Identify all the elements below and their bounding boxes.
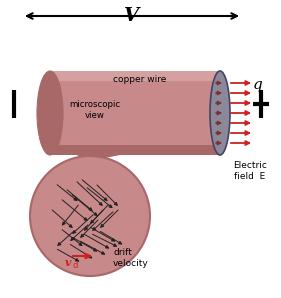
Polygon shape [50, 71, 220, 155]
Text: q: q [253, 78, 263, 92]
Text: microscopic
view: microscopic view [69, 100, 121, 120]
Text: drift
velocity: drift velocity [113, 248, 149, 268]
Text: V: V [124, 7, 140, 25]
Text: Electric
field  E: Electric field E [233, 161, 267, 181]
Text: d: d [72, 260, 78, 269]
Text: copper wire: copper wire [113, 75, 167, 85]
Polygon shape [50, 145, 220, 155]
Ellipse shape [210, 71, 230, 155]
Circle shape [30, 156, 150, 276]
Text: v: v [65, 257, 71, 268]
Ellipse shape [37, 71, 63, 155]
Polygon shape [50, 71, 220, 81]
Polygon shape [65, 150, 145, 161]
